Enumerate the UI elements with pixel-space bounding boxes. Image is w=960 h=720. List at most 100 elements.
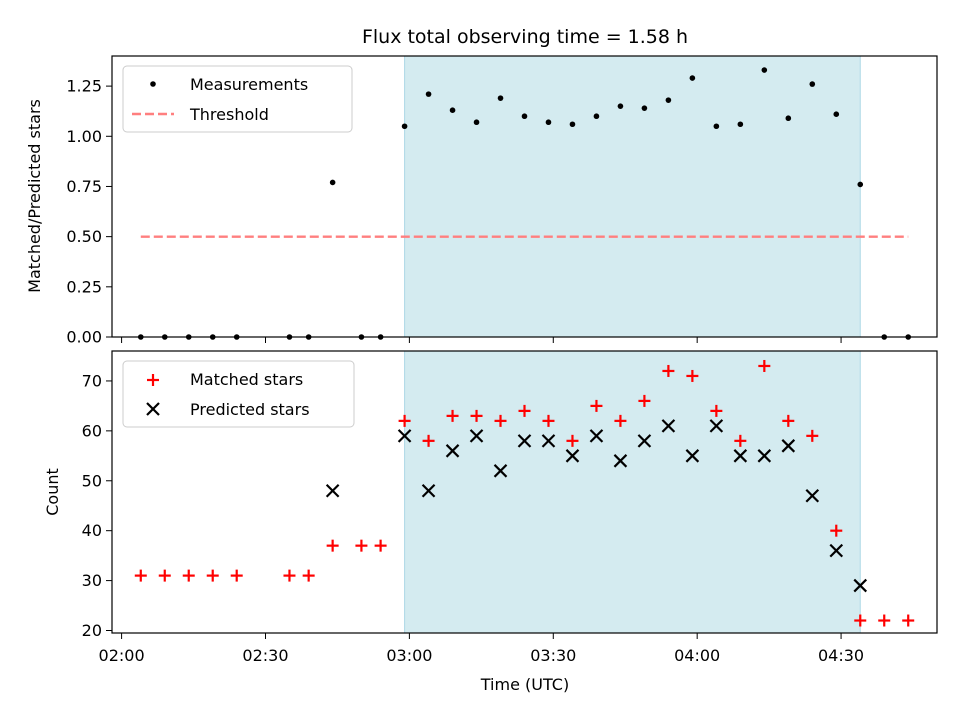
matched-star-point bbox=[590, 399, 603, 412]
measurement-point bbox=[833, 111, 840, 118]
top-x-tick-marks bbox=[121, 337, 842, 343]
legend-measurement-marker bbox=[150, 81, 156, 87]
matched-star-point bbox=[158, 569, 171, 582]
legend-measurements-label: Measurements bbox=[190, 75, 308, 94]
measurement-point bbox=[473, 119, 480, 126]
bottom-y-axis: 20 30 40 50 60 70 bbox=[82, 371, 112, 640]
predicted-star-point bbox=[397, 429, 412, 443]
measurement-point bbox=[641, 105, 648, 111]
matched-star-points bbox=[134, 359, 915, 627]
matched-star-point bbox=[398, 414, 411, 427]
top-legend: Measurements Threshold bbox=[122, 65, 353, 133]
matched-star-point bbox=[662, 364, 675, 377]
bottom-axes-frame bbox=[111, 350, 938, 634]
measurement-point bbox=[425, 91, 432, 97]
measurement-point bbox=[329, 179, 336, 186]
predicted-star-point bbox=[637, 434, 652, 448]
matched-star-point bbox=[355, 539, 368, 552]
measurement-point bbox=[857, 181, 864, 188]
bottom-x-axis: 02:00 02:30 03:00 03:30 04:00 04:30 bbox=[99, 633, 864, 665]
matched-star-point bbox=[302, 569, 315, 582]
matched-star-point bbox=[614, 414, 627, 427]
matched-star-point bbox=[878, 614, 891, 627]
measurement-point bbox=[713, 123, 720, 130]
matched-star-point bbox=[518, 404, 531, 417]
measurement-point bbox=[689, 75, 696, 81]
legend-matched-marker bbox=[147, 374, 159, 386]
matched-star-point bbox=[806, 429, 819, 442]
chart-title: Flux total observing time = 1.58 h bbox=[362, 26, 688, 48]
predicted-star-point bbox=[685, 449, 700, 463]
matched-star-point bbox=[230, 569, 243, 582]
measurement-point bbox=[449, 107, 456, 113]
x-tick-label: 02:00 bbox=[99, 646, 145, 665]
bottom-y-tick-label: 40 bbox=[82, 521, 102, 540]
measurement-point bbox=[545, 119, 552, 126]
predicted-star-point bbox=[757, 449, 772, 463]
measurement-point bbox=[617, 103, 624, 109]
top-y-tick-label: 0.75 bbox=[66, 177, 102, 196]
predicted-star-point bbox=[493, 464, 508, 478]
predicted-star-point bbox=[565, 449, 580, 463]
bottom-legend: Matched stars Predicted stars bbox=[122, 360, 355, 428]
measurement-point bbox=[521, 113, 528, 120]
bottom-y-tick-label: 30 bbox=[82, 571, 102, 590]
matched-star-point bbox=[283, 569, 296, 582]
top-y-tick-label: 0.25 bbox=[66, 277, 102, 296]
bottom-y-tick-label: 60 bbox=[82, 421, 102, 440]
predicted-star-point bbox=[589, 429, 604, 443]
predicted-star-point bbox=[853, 578, 868, 593]
x-tick-label: 04:30 bbox=[818, 646, 864, 665]
bottom-panel: 20 30 40 50 60 70 02:00 02:30 03:00 03:30 04:00 04… bbox=[43, 350, 938, 694]
matched-star-point bbox=[542, 414, 555, 427]
matched-star-point bbox=[566, 434, 579, 447]
measurement-point bbox=[761, 67, 768, 73]
predicted-star-point bbox=[709, 419, 724, 433]
predicted-star-point bbox=[733, 449, 748, 463]
bottom-y-tick-label: 50 bbox=[82, 471, 102, 490]
matched-star-point bbox=[782, 414, 795, 427]
measurement-point bbox=[569, 121, 576, 128]
top-y-tick-label: 0.50 bbox=[66, 227, 102, 246]
legend-predicted-label: Predicted stars bbox=[190, 400, 310, 419]
predicted-star-point bbox=[805, 488, 820, 503]
predicted-star-point bbox=[541, 434, 556, 448]
matched-star-point bbox=[902, 614, 915, 627]
matched-star-point bbox=[830, 524, 843, 537]
matched-star-point bbox=[638, 394, 651, 407]
top-y-tick-label: 0.00 bbox=[66, 328, 102, 347]
measurement-point bbox=[809, 81, 816, 87]
matched-star-point bbox=[854, 614, 867, 627]
legend-predicted-marker bbox=[146, 402, 160, 416]
x-tick-label: 04:00 bbox=[674, 646, 720, 665]
top-panel: 0.00 0.25 0.50 0.75 1.00 1.25 Matched/Predict… bbox=[25, 55, 938, 347]
x-tick-label: 03:00 bbox=[386, 646, 432, 665]
matched-star-point bbox=[446, 409, 459, 422]
predicted-star-point bbox=[661, 419, 676, 433]
observing-window-top bbox=[404, 55, 861, 338]
bottom-y-tick-label: 70 bbox=[82, 371, 102, 390]
measurement-point bbox=[401, 123, 408, 130]
predicted-star-point bbox=[517, 434, 532, 448]
predicted-star-point bbox=[613, 454, 628, 468]
matched-star-point bbox=[374, 539, 387, 552]
matched-star-point bbox=[686, 369, 699, 382]
measurement-point bbox=[785, 115, 792, 122]
matched-star-point bbox=[758, 359, 771, 372]
predicted-star-point bbox=[829, 543, 844, 558]
measurement-points bbox=[137, 67, 912, 340]
matched-star-point bbox=[206, 569, 219, 582]
top-y-tick-label: 1.25 bbox=[66, 77, 102, 96]
matched-star-point bbox=[710, 404, 723, 417]
matched-star-point bbox=[182, 569, 195, 582]
matched-star-point bbox=[422, 434, 435, 447]
observing-window-bottom bbox=[404, 350, 861, 634]
top-y-axis: 0.00 0.25 0.50 0.75 1.00 1.25 bbox=[66, 77, 112, 347]
bottom-y-axis-label: Count bbox=[43, 468, 62, 516]
predicted-star-point bbox=[469, 429, 484, 443]
top-y-tick-label: 1.00 bbox=[66, 127, 102, 146]
predicted-star-point bbox=[421, 483, 436, 498]
predicted-star-point bbox=[325, 483, 340, 498]
predicted-star-point bbox=[445, 444, 460, 458]
